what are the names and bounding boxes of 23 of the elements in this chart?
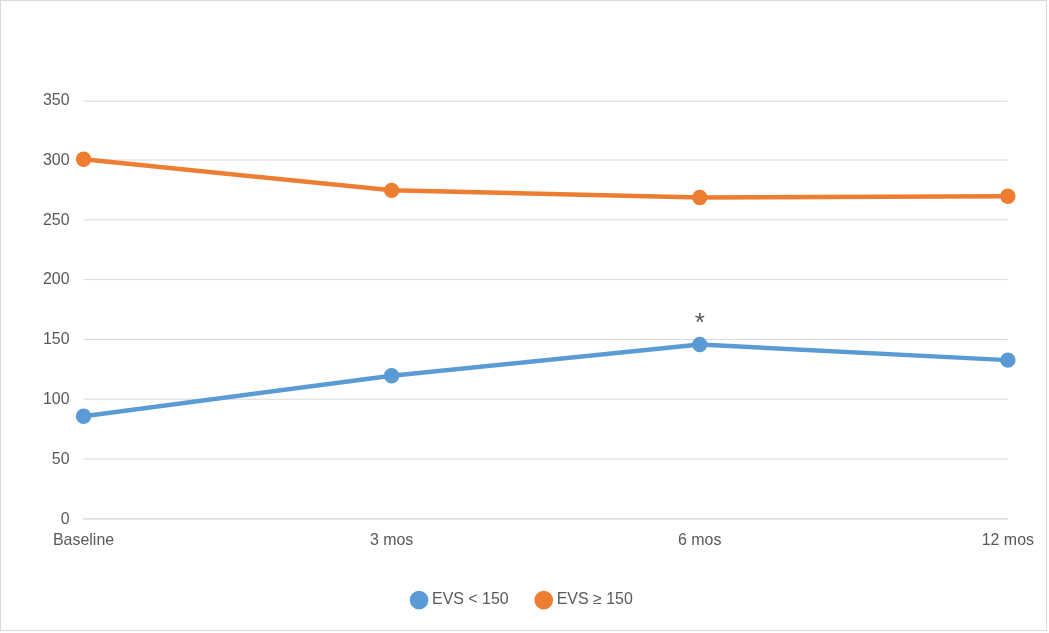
y-tick-label: 150 — [42, 330, 70, 348]
y-tick-label: 0 — [60, 509, 70, 527]
y-tick-label: 250 — [42, 210, 70, 228]
x-tick-label: 12 mos — [981, 531, 1035, 549]
y-tick-label: 300 — [42, 150, 70, 168]
point — [692, 189, 708, 206]
point — [1000, 188, 1016, 205]
y-tick-label: 200 — [42, 270, 70, 288]
x-tick-label: 3 mos — [369, 531, 414, 549]
y-tick-label: 350 — [42, 91, 70, 109]
point — [75, 151, 92, 167]
legend-label: EVS < 150 — [432, 590, 509, 608]
legend-label: EVS ≥ 150 — [556, 590, 633, 608]
point — [383, 182, 400, 199]
x-tick-label: Baseline — [52, 531, 115, 549]
y-tick-label: 100 — [42, 389, 70, 407]
point — [383, 367, 400, 384]
point — [1000, 352, 1016, 368]
annotation: * — [694, 307, 705, 336]
y-tick-label: 50 — [51, 449, 70, 467]
x-tick-label: 6 mos — [678, 531, 722, 549]
point — [75, 408, 92, 425]
point — [692, 336, 708, 353]
